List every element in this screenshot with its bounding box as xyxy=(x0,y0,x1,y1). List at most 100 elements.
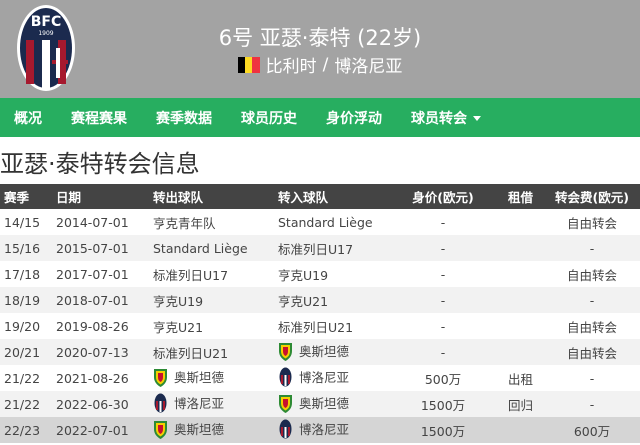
bologna-logo: BFC 1909 xyxy=(17,5,75,91)
to-team: 奥斯坦德 xyxy=(278,339,398,365)
loan xyxy=(488,209,544,235)
transfer-fee: 自由转会 xyxy=(544,339,640,365)
to-team: 标准列日U21 xyxy=(278,313,398,339)
transfer-fee: - xyxy=(589,370,595,386)
date: 2014-07-01 xyxy=(56,214,129,230)
transfer-fee: 自由转会 xyxy=(566,267,617,283)
belgium-flag-icon xyxy=(237,56,260,73)
team-name[interactable]: 标准列日U17 xyxy=(153,267,229,283)
loan xyxy=(488,339,544,365)
market-value: - xyxy=(440,266,446,282)
market-value: - xyxy=(398,235,488,261)
from-team: 标准列日U21 xyxy=(153,339,278,365)
nav-value[interactable]: 身价浮动 xyxy=(326,110,382,127)
team-name[interactable]: 博洛尼亚 xyxy=(299,422,350,437)
bologna-badge-icon xyxy=(279,367,292,386)
transfer-fee: - xyxy=(544,235,640,261)
transfer-fee: 自由转会 xyxy=(566,215,617,231)
loan: 回归 xyxy=(488,391,544,417)
to-team: 亨克U21 xyxy=(278,287,398,313)
bologna-badge-icon xyxy=(154,393,167,412)
team-name[interactable]: 亨克U19 xyxy=(153,293,204,309)
team-name[interactable]: 亨克U21 xyxy=(153,319,204,335)
transfer-fee: 600万 xyxy=(544,417,640,443)
player-subtitle: 比利时 / 博洛尼亚 xyxy=(0,52,640,77)
market-value: - xyxy=(398,287,488,313)
team-name[interactable]: Standard Liège xyxy=(153,240,248,256)
table-row: 18/19 2018-07-01 亨克U19 亨克U21 - - xyxy=(0,287,640,313)
nav-overview[interactable]: 概况 xyxy=(14,110,42,127)
col-to: 转入球队 xyxy=(278,184,398,209)
market-value: - xyxy=(440,214,446,230)
transfer-table: 赛季 日期 转出球队 转入球队 身价(欧元) 租借 转会费(欧元) 14/15 2… xyxy=(0,184,640,443)
col-fee: 转会费(欧元) xyxy=(544,184,640,209)
team-name[interactable]: 奥斯坦德 xyxy=(299,344,350,359)
team-name[interactable]: 奥斯坦德 xyxy=(174,422,225,437)
team-name[interactable]: Standard Liège xyxy=(278,214,373,230)
nav-transfers[interactable]: 球员转会 xyxy=(411,108,481,128)
to-team: 奥斯坦德 xyxy=(278,391,398,417)
team-name[interactable]: 标准列日U21 xyxy=(153,345,229,361)
to-team: 标准列日U17 xyxy=(278,235,398,261)
market-value: 1500万 xyxy=(398,391,488,417)
loan xyxy=(488,261,544,287)
from-team: 标准列日U17 xyxy=(153,261,278,287)
transfer-fee: - xyxy=(544,287,640,313)
club-link[interactable]: 博洛尼亚 xyxy=(334,57,403,77)
team-name[interactable]: 标准列日U17 xyxy=(278,241,354,257)
nav-fixtures[interactable]: 赛程赛果 xyxy=(71,110,127,127)
transfer-fee: 自由转会 xyxy=(566,319,617,335)
col-value: 身价(欧元) xyxy=(398,184,488,209)
ostend-badge-icon xyxy=(279,342,292,361)
nav-transfers-label: 球员转会 xyxy=(411,110,467,127)
season: 14/15 xyxy=(4,214,41,230)
date: 2017-07-01 xyxy=(56,266,129,282)
nav-bar: 概况 赛程赛果 赛季数据 球员历史 身价浮动 球员转会 xyxy=(0,98,640,137)
ostend-badge-icon xyxy=(154,368,167,387)
player-title: 6号 亚瑟·泰特 (22岁) xyxy=(218,26,422,50)
market-value: 500万 xyxy=(424,371,462,387)
team-name[interactable]: 亨克青年队 xyxy=(153,215,216,231)
table-row: 19/20 2019-08-26 亨克U21 标准列日U21 - 自由转会 xyxy=(0,313,640,339)
date: 2015-07-01 xyxy=(56,235,153,261)
col-from: 转出球队 xyxy=(153,184,278,209)
team-name[interactable]: 奥斯坦德 xyxy=(174,370,225,385)
season: 17/18 xyxy=(4,266,41,282)
nav-history[interactable]: 球员历史 xyxy=(241,110,297,127)
col-season: 赛季 xyxy=(0,184,56,209)
bologna-badge-icon xyxy=(279,419,292,438)
ostend-badge-icon xyxy=(279,394,292,413)
nav-season-stats[interactable]: 赛季数据 xyxy=(156,110,212,127)
page-title: 亚瑟·泰特转会信息 xyxy=(0,150,200,178)
season: 21/22 xyxy=(4,370,41,386)
table-header: 赛季 日期 转出球队 转入球队 身价(欧元) 租借 转会费(欧元) xyxy=(0,184,640,209)
col-date: 日期 xyxy=(56,184,153,209)
caret-down-icon xyxy=(473,116,481,121)
season: 18/19 xyxy=(0,287,56,313)
team-name[interactable]: 标准列日U21 xyxy=(278,319,354,335)
market-value: - xyxy=(440,318,446,334)
team-name[interactable]: 博洛尼亚 xyxy=(174,396,225,411)
svg-text:BFC: BFC xyxy=(31,14,62,30)
table-row: 22/23 2022-07-01 奥斯坦德 博洛尼亚 1500万 600万 xyxy=(0,417,640,443)
table-row: 14/15 2014-07-01 亨克青年队 Standard Liège - 自由转会 xyxy=(0,209,640,235)
from-team: Standard Liège xyxy=(153,235,278,261)
to-team: 博洛尼亚 xyxy=(278,417,398,443)
separator: / xyxy=(322,54,329,75)
from-team: 亨克U21 xyxy=(153,313,278,339)
season: 22/23 xyxy=(0,417,56,443)
season: 19/20 xyxy=(4,318,41,334)
from-team: 亨克U19 xyxy=(153,287,278,313)
team-name[interactable]: 亨克U19 xyxy=(278,267,329,283)
table-row: 17/18 2017-07-01 标准列日U17 亨克U19 - 自由转会 xyxy=(0,261,640,287)
svg-text:1909: 1909 xyxy=(38,30,53,37)
loan xyxy=(488,287,544,313)
team-name[interactable]: 奥斯坦德 xyxy=(299,396,350,411)
team-name[interactable]: 博洛尼亚 xyxy=(299,370,350,385)
date: 2020-07-13 xyxy=(56,339,153,365)
team-name[interactable]: 亨克U21 xyxy=(278,293,329,309)
transfer-fee: - xyxy=(544,391,640,417)
col-loan: 租借 xyxy=(488,184,544,209)
date: 2021-08-26 xyxy=(56,370,129,386)
date: 2019-08-26 xyxy=(56,318,129,334)
